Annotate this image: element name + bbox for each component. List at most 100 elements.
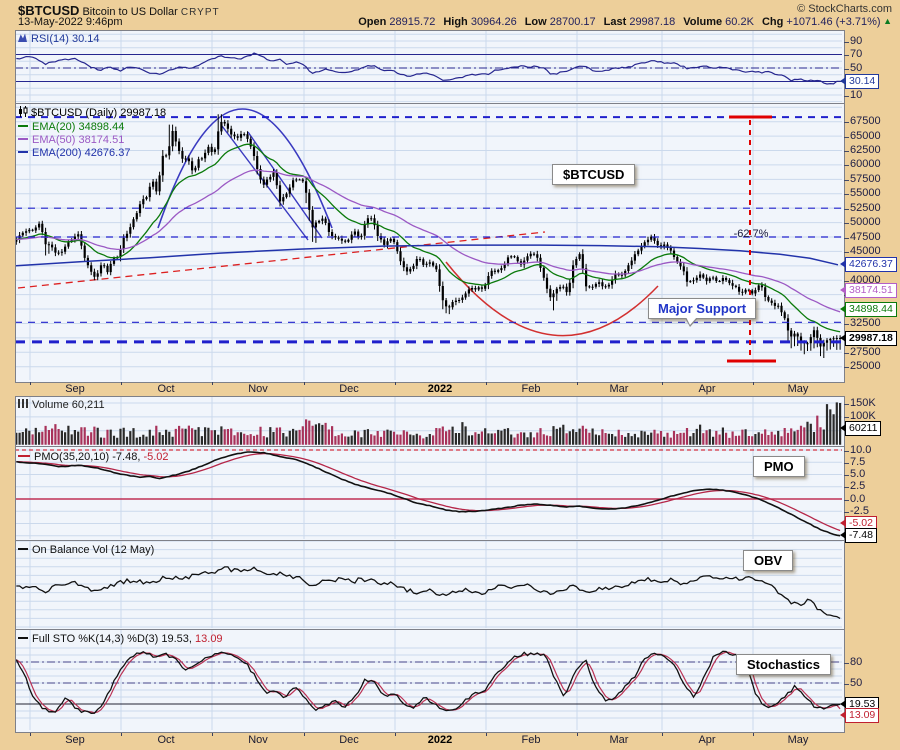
- rsi-legend: RSI(14) 30.14: [18, 33, 99, 45]
- axis-value-box: 29987.18: [840, 330, 897, 346]
- y-tick-label: 52500: [844, 202, 881, 214]
- symbol-annotation-box: $BTCUSD: [552, 164, 636, 185]
- y-tick-label: 70: [844, 48, 862, 60]
- axis-value-box: -7.48: [840, 528, 877, 544]
- month-label: Sep: [65, 382, 85, 395]
- ema200-legend: EMA(200) 42676.37: [18, 147, 130, 159]
- volume-bars-icon: [18, 399, 28, 408]
- month-tick: [753, 382, 754, 385]
- month-label: Mar: [609, 382, 629, 395]
- sto-label-main: Full STO %K(14,3) %D(3) 19.53,: [32, 633, 192, 645]
- pmo-line-icon: [18, 455, 30, 457]
- stat-label: Last: [603, 16, 627, 28]
- symbol-exchange: CRYPT: [180, 7, 220, 18]
- month-label: Feb: [521, 382, 541, 395]
- axis-value-box: 34898.44: [840, 302, 897, 318]
- month-label: May: [787, 382, 809, 395]
- month-tick: [662, 382, 663, 385]
- month-tick: [30, 382, 31, 385]
- stat-value: 28700.17: [546, 16, 596, 28]
- rsi-indicator-icon: [18, 33, 27, 42]
- month-tick: [486, 732, 487, 736]
- chart-datetime: 13-May-2022 9:46pm: [18, 16, 123, 28]
- stat-value: 60.2K: [722, 16, 754, 28]
- sto-label-signal: 13.09: [191, 633, 223, 645]
- month-label: Apr: [698, 733, 716, 746]
- stat-label: Volume: [683, 16, 723, 28]
- month-tick: [212, 382, 213, 385]
- y-tick-label: 55000: [844, 187, 881, 199]
- y-tick-label: 47500: [844, 231, 881, 243]
- pmo-label-signal: -5.02: [140, 451, 169, 463]
- y-tick-label: 7.5: [844, 456, 865, 468]
- symbol-name: Bitcoin to US Dollar: [82, 6, 178, 18]
- y-tick-label: 0.0: [844, 493, 865, 505]
- y-tick-label: 62500: [844, 144, 881, 156]
- y-tick-label: 67500: [844, 115, 881, 127]
- obv-legend: On Balance Vol (12 May): [18, 544, 154, 556]
- main-symbol-label: $BTCUSD (Daily) 29987.18: [31, 107, 167, 119]
- y-tick-label: -2.5: [844, 505, 869, 517]
- month-tick: [304, 732, 305, 736]
- ema200-line-icon: [18, 151, 28, 153]
- month-label: 2022: [427, 382, 453, 395]
- y-tick-label: 27500: [844, 346, 881, 358]
- y-tick-label: 50: [844, 677, 862, 689]
- y-tick-label: 60000: [844, 158, 881, 170]
- symbol-ticker: $BTCUSD: [18, 3, 80, 18]
- month-tick: [395, 732, 396, 736]
- stat-value: +1071.46 (+3.71%): [783, 16, 881, 28]
- y-tick-label: 150K: [844, 397, 876, 409]
- y-tick-label: 2.5: [844, 480, 865, 492]
- ohlc-stats-row: Open 28915.72 High 30964.26 Low 28700.17 La…: [350, 16, 892, 28]
- symbol-header: $BTCUSD Bitcoin to US Dollar CRYPT: [18, 3, 220, 18]
- month-tick: [304, 382, 305, 385]
- obv-label: On Balance Vol (12 May): [32, 544, 155, 556]
- ema20-line-icon: [18, 125, 28, 127]
- major-support-text: Major Support: [658, 301, 747, 316]
- month-tick: [121, 382, 122, 385]
- candlestick-icon: [19, 106, 28, 117]
- month-label: Dec: [339, 382, 359, 395]
- month-tick: [212, 732, 213, 736]
- y-tick-label: 40000: [844, 274, 881, 286]
- y-tick-label: 32500: [844, 317, 881, 329]
- y-tick-label: 10: [844, 89, 862, 101]
- stat-value: 28915.72: [386, 16, 436, 28]
- month-tick: [577, 382, 578, 385]
- month-label: Oct: [157, 382, 175, 395]
- month-label: Oct: [157, 733, 175, 746]
- month-tick: [30, 732, 31, 736]
- ema200-label: EMA(200) 42676.37: [32, 147, 131, 159]
- axis-value-box: 38174.51: [840, 283, 897, 299]
- month-label: May: [787, 733, 809, 746]
- main-price-panel: [15, 103, 845, 383]
- obv-annotation-box: OBV: [743, 550, 794, 571]
- ema20-label: EMA(20) 34898.44: [32, 121, 125, 133]
- y-tick-label: 57500: [844, 173, 881, 185]
- volume-legend: Volume 60,211: [18, 399, 105, 411]
- stat-label: High: [443, 16, 468, 28]
- volume-label: Volume 60,211: [32, 399, 105, 411]
- month-label: Feb: [521, 733, 541, 746]
- ema20-legend: EMA(20) 34898.44: [18, 121, 124, 133]
- obv-line-icon: [18, 548, 28, 550]
- volume-panel: [15, 396, 845, 448]
- y-tick-label: 90: [844, 35, 862, 47]
- main-symbol-legend: $BTCUSD (Daily) 29987.18: [18, 106, 166, 119]
- change-up-icon: ▲: [880, 16, 892, 26]
- pmo-annotation-box: PMO: [753, 456, 805, 477]
- month-label: Dec: [339, 733, 359, 746]
- sto-legend: Full STO %K(14,3) %D(3) 19.53, 13.09: [18, 633, 223, 645]
- y-tick-label: 5.0: [844, 468, 865, 480]
- pmo-label-main: PMO(35,20,10) -7.48,: [34, 451, 141, 463]
- month-tick: [577, 732, 578, 736]
- month-label: Nov: [248, 733, 268, 746]
- y-tick-label: 80: [844, 656, 862, 668]
- month-tick: [121, 732, 122, 736]
- y-tick-label: 25000: [844, 360, 881, 372]
- y-tick-label: 100K: [844, 410, 876, 422]
- month-label: Apr: [698, 382, 716, 395]
- stat-value: 30964.26: [467, 16, 517, 28]
